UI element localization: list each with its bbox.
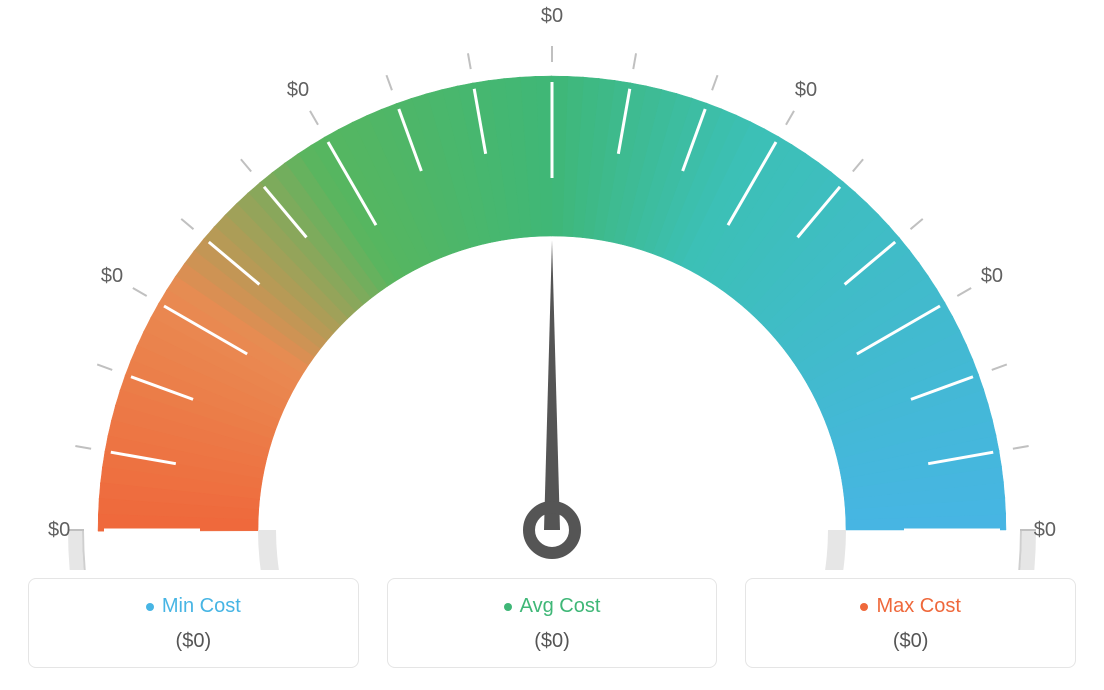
legend-title-avg: Avg Cost [504,595,601,618]
legend-card-min: Min Cost ($0) [28,578,359,668]
legend-dot-max [860,603,868,611]
legend-dot-avg [504,603,512,611]
svg-text:$0: $0 [541,5,563,27]
legend-label-max: Max Cost [876,595,960,618]
svg-text:$0: $0 [287,79,309,101]
legend-label-min: Min Cost [162,595,241,618]
svg-text:$0: $0 [1034,519,1056,541]
gauge-chart: $0 $0 $0 $0 $0 $0 $0 [0,0,1104,570]
legend-card-max: Max Cost ($0) [745,578,1076,668]
svg-text:$0: $0 [101,265,123,287]
legend-dot-min [146,603,154,611]
legend-label-avg: Avg Cost [520,595,601,618]
svg-text:$0: $0 [981,265,1003,287]
legend-row: Min Cost ($0) Avg Cost ($0) Max Cost ($0… [0,578,1104,668]
legend-value-max: ($0) [756,630,1065,653]
legend-title-min: Min Cost [146,595,241,618]
svg-text:$0: $0 [795,79,817,101]
legend-value-min: ($0) [39,630,348,653]
cost-gauge-container: $0 $0 $0 $0 $0 $0 $0 Min Cost ($0) Avg Cost ($… [0,0,1104,690]
svg-text:$0: $0 [48,519,70,541]
legend-card-avg: Avg Cost ($0) [387,578,718,668]
legend-value-avg: ($0) [398,630,707,653]
legend-title-max: Max Cost [860,595,960,618]
